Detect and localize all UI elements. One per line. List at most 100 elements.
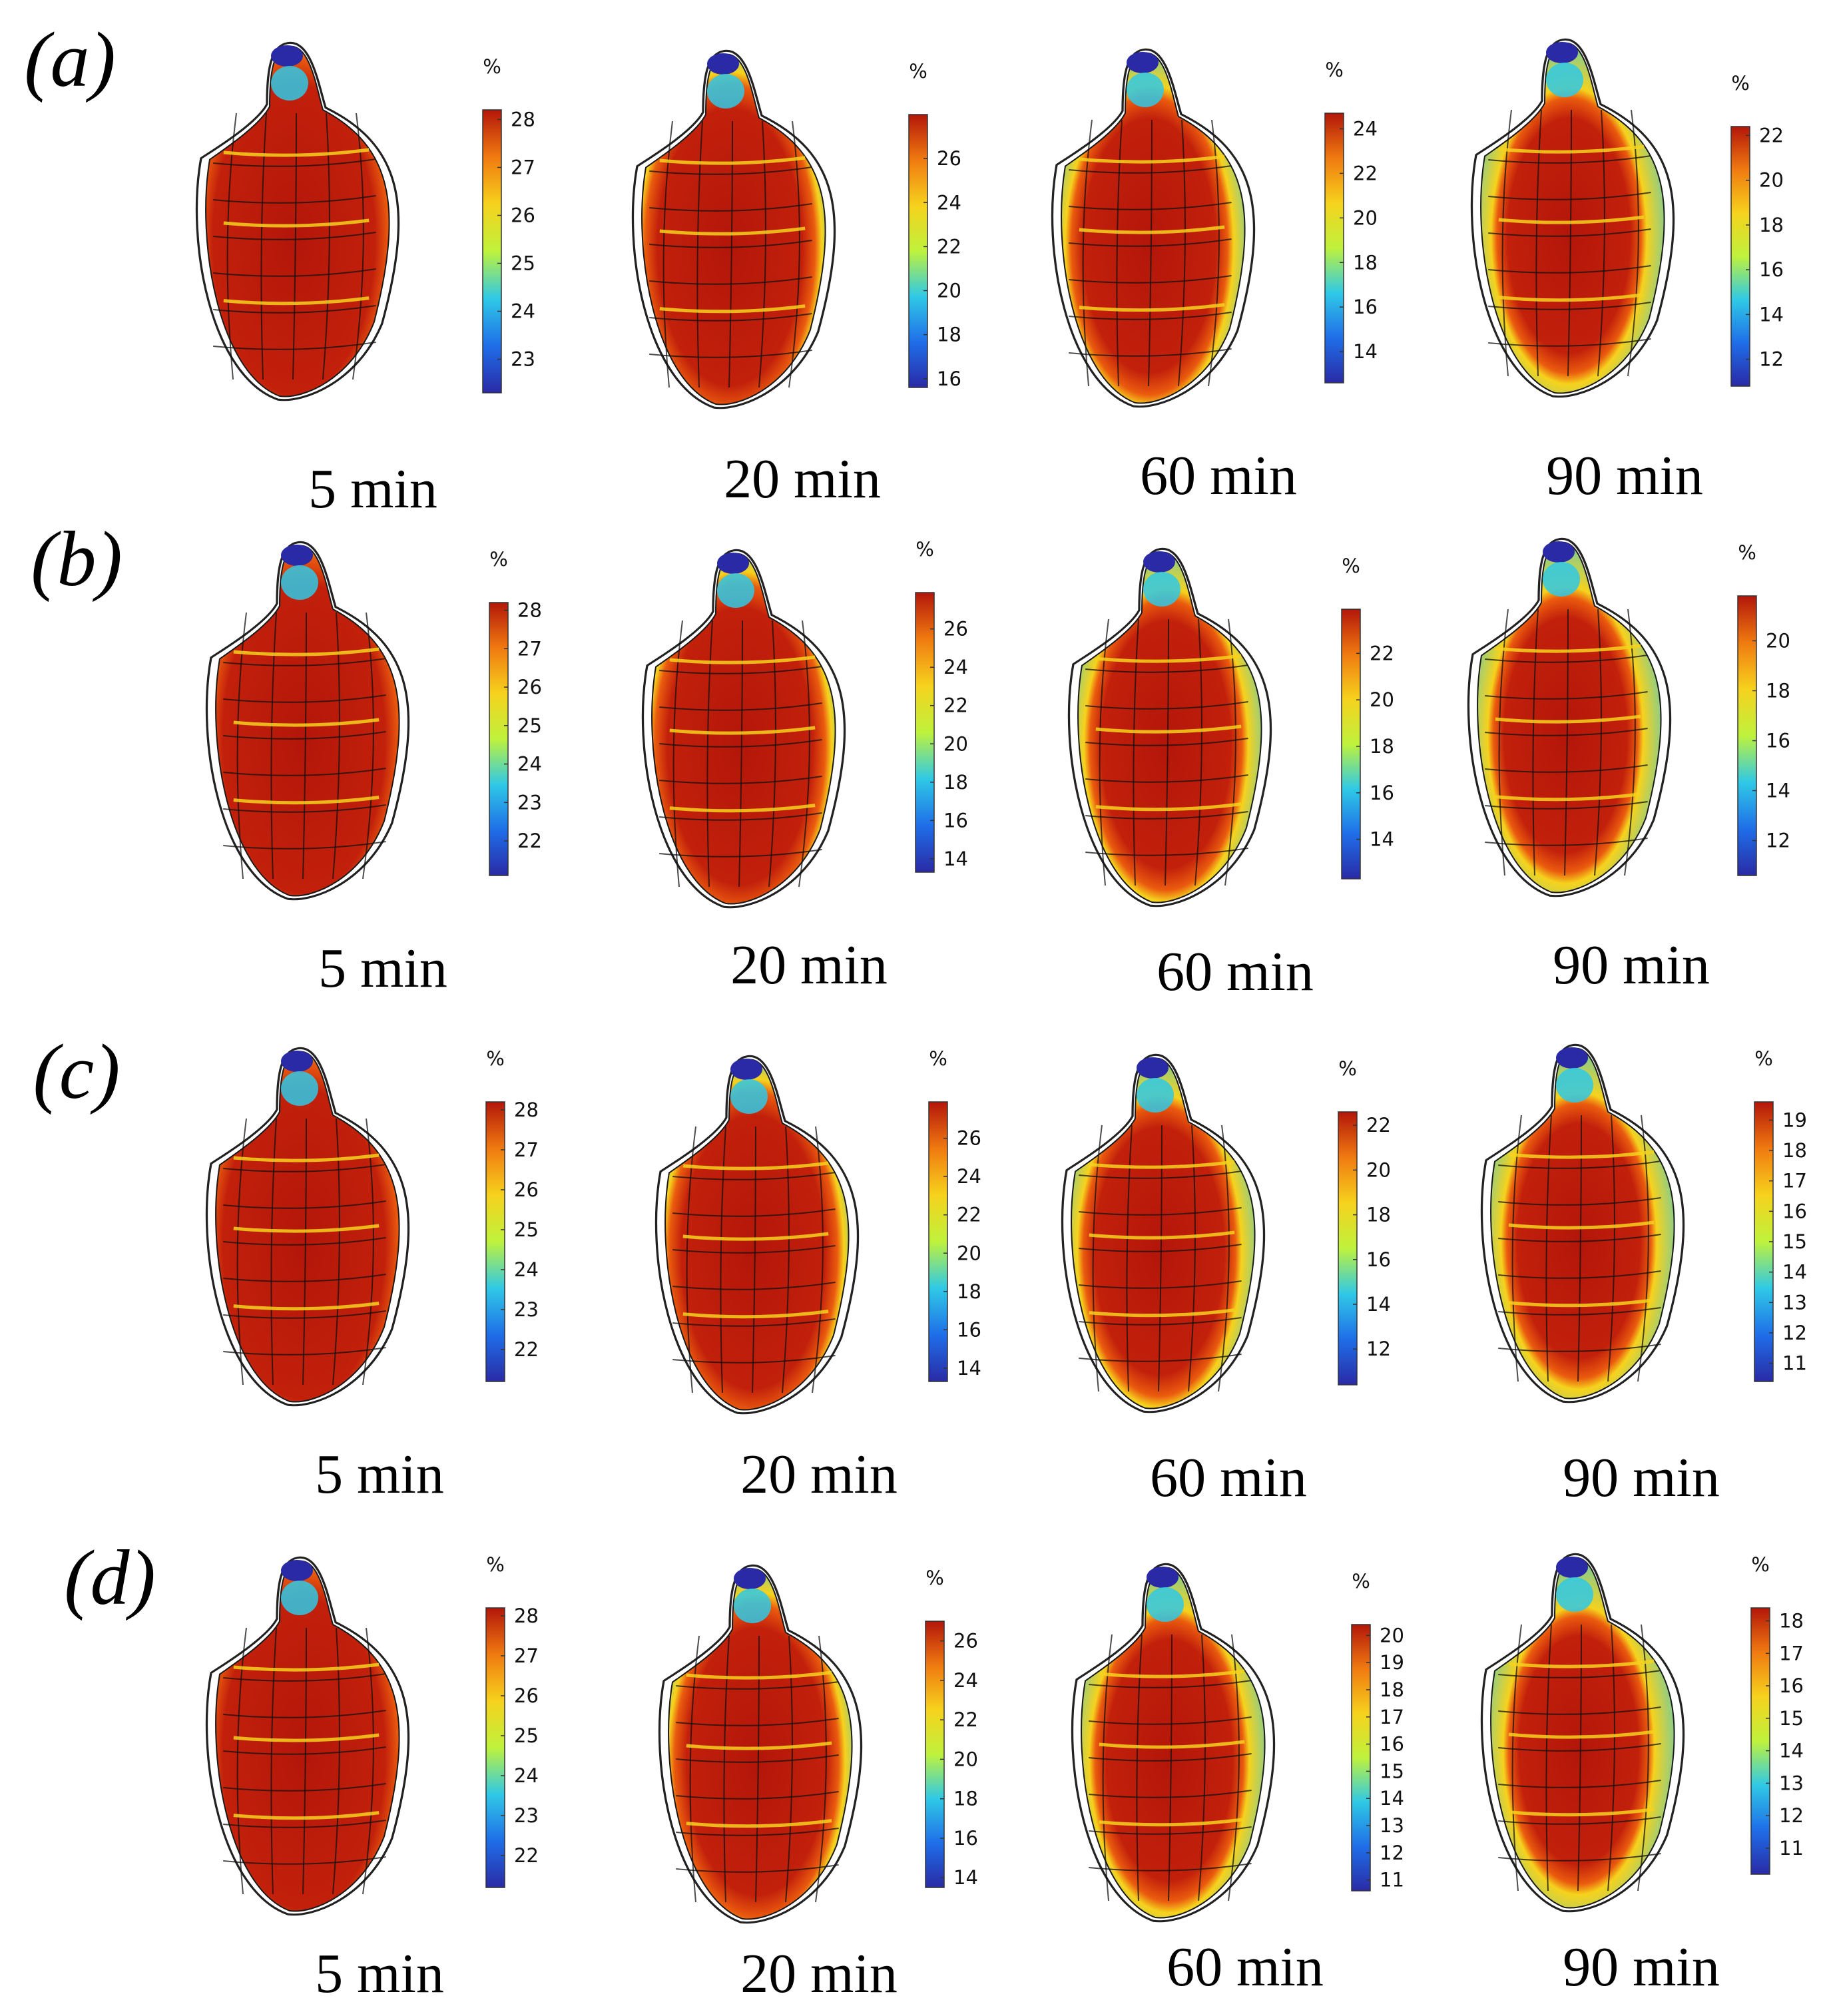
- grain-neck: [281, 565, 318, 600]
- colorbar-tick-label: 15: [1779, 1707, 1804, 1730]
- colorbar-tick-label: 19: [1782, 1109, 1807, 1131]
- colorbar-tick-label: 24: [957, 1165, 981, 1188]
- colorbar-tick-label: 17: [1782, 1170, 1807, 1192]
- mesh-line: [1102, 1634, 1113, 1901]
- colorbar-scale: [1730, 126, 1750, 387]
- grain-tip: [281, 1051, 313, 1072]
- section-band: [659, 226, 806, 236]
- grain-neck: [1546, 63, 1583, 97]
- section-band: [1095, 724, 1242, 734]
- mesh-line: [223, 804, 386, 813]
- colorbar-tick-label: 12: [1380, 1842, 1404, 1864]
- section-band: [1095, 802, 1242, 812]
- mesh-line: [1082, 119, 1093, 387]
- mesh-line: [782, 1126, 790, 1393]
- colorbar-tick-label: 24: [517, 753, 542, 776]
- time-label: 60 min: [1157, 941, 1314, 1003]
- colorbar-unit: %: [929, 1047, 947, 1070]
- section-band: [233, 1153, 380, 1162]
- mesh-line: [1545, 1115, 1552, 1382]
- colorbar-scale: [1338, 1111, 1358, 1386]
- mesh-line: [1218, 1125, 1230, 1392]
- colorbar: % 28 27 26 25 24 23 22: [485, 1047, 539, 1382]
- section-band: [233, 1224, 380, 1233]
- mesh-line: [676, 1864, 839, 1873]
- grain-tip: [1137, 1057, 1169, 1079]
- colorbar: % 20 18 16 14 12: [1737, 541, 1790, 876]
- colorbar-unit: %: [489, 548, 508, 571]
- colorbar: % 28 27 26 25 24 23 22: [485, 1553, 539, 1888]
- section-band: [1508, 1150, 1655, 1159]
- colorbar-scale: [1750, 1607, 1770, 1875]
- grain-tip: [734, 1568, 766, 1589]
- grain-panel: [1051, 49, 1256, 408]
- mesh-line: [1089, 1826, 1252, 1835]
- grain-panel: [1071, 1563, 1276, 1923]
- colorbar-tick-label: 13: [1380, 1814, 1404, 1837]
- mesh-outline: [205, 541, 410, 901]
- mesh-line: [1577, 1115, 1582, 1382]
- mesh-outline: [631, 50, 836, 409]
- grain-tip: [271, 45, 303, 67]
- colorbar-tick-label: 26: [511, 204, 535, 226]
- grain-tip: [1127, 52, 1159, 73]
- colorbar: % 28 27 26 25 24 23: [482, 55, 535, 393]
- colorbar-tick-label: 18: [953, 1788, 978, 1810]
- mesh-line: [213, 305, 376, 314]
- colorbar-tick-label: 12: [1782, 1322, 1807, 1344]
- mesh-line: [659, 812, 822, 821]
- colorbar-scale: [915, 592, 935, 873]
- mesh-line: [302, 612, 307, 880]
- colorbar-tick-label: 13: [1782, 1291, 1807, 1314]
- mesh-line: [302, 1118, 307, 1386]
- grain-tip: [1147, 1567, 1178, 1588]
- colorbar-scale: [485, 1101, 505, 1382]
- colorbar: % 28 27 26 25 24 23 22: [489, 548, 542, 876]
- colorbar-tick-label: 28: [514, 1099, 539, 1121]
- colorbar-tick-label: 13: [1779, 1772, 1804, 1794]
- time-label: 90 min: [1546, 445, 1703, 507]
- colorbar-tick-label: 14: [1370, 828, 1394, 851]
- mesh-line: [226, 113, 237, 380]
- colorbar-tick-label: 16: [1353, 296, 1378, 318]
- colorbar-tick-label: 26: [937, 147, 961, 170]
- colorbar-tick-label: 14: [943, 848, 968, 870]
- mesh-line: [758, 121, 766, 388]
- section-band: [1079, 154, 1225, 164]
- grain-neck: [281, 1581, 318, 1615]
- mesh-line: [270, 1118, 277, 1386]
- grain-tip: [281, 1560, 313, 1581]
- grain-panel: [1467, 538, 1672, 897]
- colorbar-tick-label: 16: [1380, 1733, 1404, 1756]
- colorbar-tick-label: 20: [957, 1242, 981, 1264]
- mesh-line: [1069, 348, 1232, 357]
- colorbar-tick-label: 14: [1766, 780, 1790, 802]
- colorbar-tick-label: 27: [517, 637, 542, 660]
- grain-panel: [641, 549, 846, 909]
- colorbar-unit: %: [1342, 555, 1360, 577]
- colorbar-tick-label: 20: [1366, 1158, 1391, 1181]
- colorbar-scale: [1351, 1624, 1371, 1891]
- mesh-line: [1535, 109, 1542, 377]
- grain-neck: [271, 66, 308, 101]
- mesh-line: [1158, 1125, 1163, 1392]
- mesh-line: [672, 1172, 836, 1180]
- colorbar-tick-label: 28: [511, 108, 535, 130]
- colorbar-tick-label: 16: [1759, 258, 1784, 281]
- colorbar-unit: %: [909, 60, 927, 83]
- colorbar-unit: %: [1738, 541, 1756, 564]
- colorbar-tick-label: 20: [1370, 688, 1394, 711]
- colorbar-tick-label: 28: [514, 1605, 539, 1627]
- colorbar-scale: [1737, 595, 1757, 876]
- colorbar: % 26 24 22 20 18 16 14: [925, 1567, 978, 1889]
- colorbar-scale: [925, 1621, 945, 1888]
- colorbar-tick-label: 24: [511, 300, 535, 323]
- colorbar-tick-label: 22: [957, 1204, 981, 1226]
- section-band: [1079, 303, 1225, 312]
- grain-panel: [205, 541, 410, 901]
- mesh-line: [352, 113, 364, 380]
- grain-neck: [1127, 73, 1164, 107]
- section-band: [233, 1662, 380, 1672]
- section-band: [1498, 144, 1645, 154]
- mesh-line: [1607, 1115, 1615, 1382]
